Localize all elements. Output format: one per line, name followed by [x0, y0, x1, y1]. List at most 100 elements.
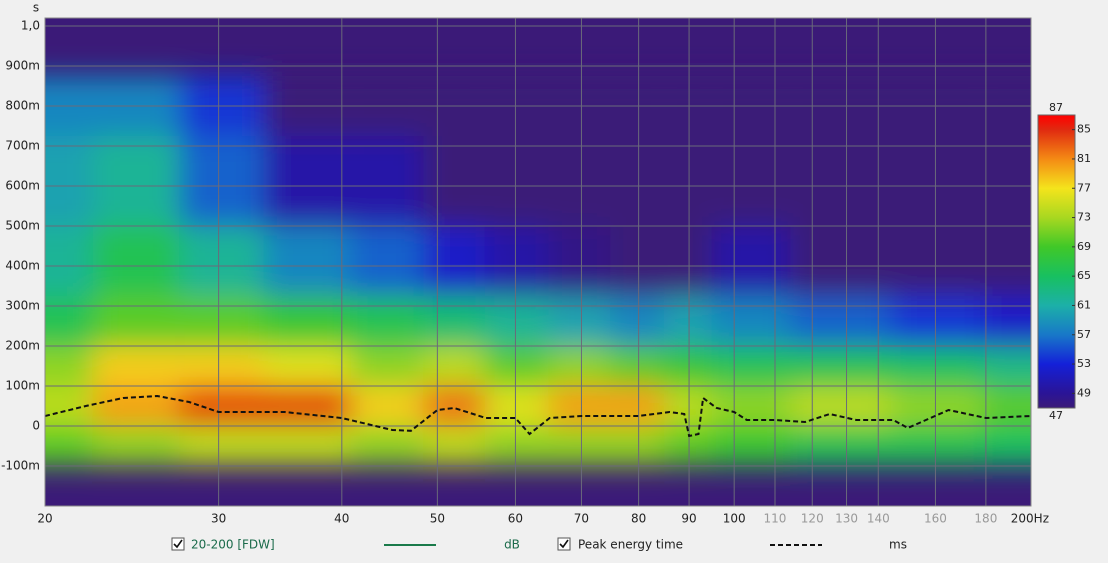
heat-cell — [179, 426, 264, 466]
heat-cell — [548, 226, 611, 296]
x-tick-label: 140 — [867, 512, 890, 526]
checkbox[interactable] — [171, 537, 185, 551]
checkbox[interactable] — [557, 537, 571, 551]
heat-cell — [423, 136, 485, 226]
colorbar-label: 53 — [1077, 357, 1091, 370]
heat-cell — [423, 386, 485, 426]
heatmap — [45, 18, 1031, 506]
heat-cell — [663, 346, 712, 386]
heat-cell — [548, 426, 611, 466]
heat-cell — [350, 136, 424, 226]
heat-cell — [663, 386, 712, 426]
heat-cell — [610, 226, 664, 296]
y-tick-label: 400m — [5, 259, 40, 273]
heat-cell — [548, 386, 611, 426]
heat-cell — [92, 226, 180, 296]
plot-frame — [44, 17, 1032, 507]
heat-cell — [45, 226, 93, 296]
heat-cell — [92, 386, 180, 426]
heat-cell — [983, 386, 1031, 426]
y-tick-label: -100m — [1, 459, 40, 473]
heat-cell — [983, 296, 1031, 346]
heat-cell — [423, 226, 485, 296]
heat-cell — [610, 136, 664, 226]
heat-cell — [350, 346, 424, 386]
heat-cell — [890, 346, 984, 386]
heat-cell — [484, 296, 549, 346]
heat-cell — [663, 426, 712, 466]
heat-cell — [350, 426, 424, 466]
heat-cell — [45, 346, 93, 386]
heat-cell — [790, 296, 891, 346]
heat-cell — [890, 296, 984, 346]
x-tick-label: 120 — [801, 512, 824, 526]
heat-cell — [484, 136, 549, 226]
check — [559, 539, 569, 549]
heat-cell — [890, 426, 984, 466]
heat-cell — [548, 346, 611, 386]
x-tick-label: 80 — [631, 512, 646, 526]
heat-cell — [179, 226, 264, 296]
heat-cell — [263, 136, 351, 226]
heat-cell — [484, 226, 549, 296]
heat-cell — [663, 296, 712, 346]
heat-cell — [179, 346, 264, 386]
legend-unit: dB — [504, 538, 520, 552]
colorbar-label: 77 — [1077, 181, 1091, 194]
y-tick-label: 300m — [5, 299, 40, 313]
x-tick-label: 130 — [835, 512, 858, 526]
colorbar-label: 73 — [1077, 211, 1091, 224]
colorbar-label: 49 — [1077, 386, 1091, 399]
heat-cell — [890, 386, 984, 426]
heat-cell — [711, 226, 791, 296]
colorbar-label: 81 — [1077, 152, 1091, 165]
heat-cell — [548, 296, 611, 346]
heat-cell — [179, 296, 264, 346]
axes: 20 30 40 50 60 70 80 90 100 110 120 130 140 160 180 200… — [1, 18, 1049, 526]
colorbar-label: 65 — [1077, 269, 1091, 282]
heat-cell — [179, 386, 264, 426]
y-tick-label: 0 — [32, 419, 40, 433]
heat-cell — [484, 386, 549, 426]
heat-cell — [263, 346, 351, 386]
heat-cell — [983, 426, 1031, 466]
heat-cell — [92, 346, 180, 386]
heat-cell — [350, 226, 424, 296]
x-tick-label: 110 — [764, 512, 787, 526]
x-tick-label: 20 — [37, 512, 52, 526]
heat-cell — [790, 136, 891, 226]
heat-cell — [890, 136, 984, 226]
y-tick-label: 100m — [5, 379, 40, 393]
heat-cell — [711, 136, 791, 226]
y-tick-label: 800m — [5, 99, 40, 113]
x-tick-label: 160 — [924, 512, 947, 526]
heat-cell — [45, 296, 93, 346]
heat-cell — [263, 386, 351, 426]
heat-cell — [790, 346, 891, 386]
heat-cell — [423, 346, 485, 386]
x-tick-label: 60 — [508, 512, 523, 526]
heat-cell — [263, 226, 351, 296]
heat-cell — [663, 136, 712, 226]
heatmap-cells — [45, 76, 1031, 466]
heat-cell — [663, 226, 712, 296]
heat-cell — [983, 226, 1031, 296]
y-tick-label: 200m — [5, 339, 40, 353]
x-tick-label: 200Hz — [1011, 512, 1049, 526]
y-tick-label: 900m — [5, 59, 40, 73]
x-tick-label: 70 — [574, 512, 589, 526]
x-tick-label: 50 — [430, 512, 445, 526]
heat-cell — [610, 346, 664, 386]
y-tick-label: 700m — [5, 139, 40, 153]
y-tick-label: 500m — [5, 219, 40, 233]
heat-cell — [45, 136, 93, 226]
x-tick-label: 100 — [723, 512, 746, 526]
legend-label: 20-200 [FDW] — [191, 538, 275, 552]
check — [173, 539, 183, 549]
heat-cell — [350, 296, 424, 346]
heat-cell — [263, 296, 351, 346]
heat-cell — [790, 226, 891, 296]
heat-cell — [263, 426, 351, 466]
